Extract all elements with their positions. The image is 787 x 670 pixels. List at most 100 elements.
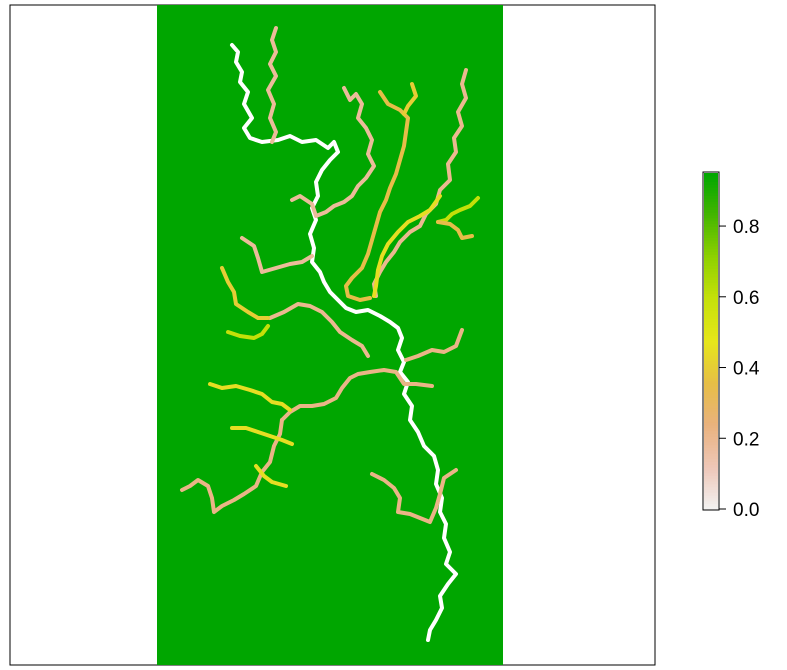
- legend-color-step: [704, 371, 718, 376]
- legend-color-step: [704, 355, 718, 359]
- legend-color-step: [704, 265, 718, 269]
- legend-color-step: [704, 425, 718, 429]
- legend-color-step: [704, 430, 718, 434]
- legend-color-step: [704, 363, 718, 367]
- legend-color-step: [704, 506, 718, 510]
- stream-tributary: [254, 464, 288, 488]
- legend-color-step: [704, 352, 718, 356]
- legend-frame: [702, 171, 720, 511]
- legend-color-step: [704, 195, 718, 199]
- legend-tick-label: 0.8: [733, 217, 759, 238]
- stream-tributary: [230, 426, 294, 446]
- legend-color-step: [704, 293, 718, 297]
- legend-color-step: [704, 321, 718, 325]
- legend-color-step: [704, 282, 718, 286]
- legend-color-step: [704, 399, 718, 404]
- legend-color-step: [704, 268, 718, 272]
- legend-color-step: [704, 212, 718, 216]
- legend-color-step: [704, 481, 718, 485]
- legend-color-step: [704, 416, 718, 420]
- legend-color-step: [704, 315, 718, 320]
- legend-color-step: [704, 450, 718, 454]
- stream-main-channel: [230, 43, 458, 642]
- legend-color-step: [704, 290, 718, 294]
- legend-color-step: [704, 433, 718, 437]
- legend-color-step: [704, 357, 718, 362]
- legend-color-step: [704, 413, 718, 418]
- legend-color-step: [704, 405, 718, 409]
- legend-color-step: [704, 178, 718, 182]
- legend-color-step: [704, 478, 718, 482]
- stream-tributary: [372, 194, 442, 298]
- legend-color-step: [704, 397, 718, 401]
- legend-color-step: [704, 394, 718, 398]
- stream-tributary: [436, 220, 474, 240]
- legend-color-step: [704, 287, 718, 292]
- legend-color-step: [704, 383, 718, 387]
- legend-color-step: [704, 273, 718, 278]
- legend-color-step: [704, 411, 718, 415]
- legend-color-step: [704, 464, 718, 468]
- legend-color-step: [704, 444, 718, 448]
- stream-network: [180, 26, 480, 642]
- legend-color-step: [704, 475, 718, 479]
- stream-tributary: [290, 86, 376, 218]
- legend-color-step: [704, 360, 718, 364]
- legend-color-step: [704, 489, 718, 493]
- legend-color-step: [704, 220, 718, 224]
- legend-color-step: [704, 299, 718, 303]
- legend-color-step: [704, 472, 718, 476]
- stream-tributary: [266, 26, 278, 144]
- legend-color-step: [704, 458, 718, 462]
- legend-color-step: [704, 296, 718, 300]
- legend-color-step: [704, 374, 718, 378]
- legend-color-step: [704, 301, 718, 306]
- legend-color-step: [704, 447, 718, 451]
- legend-color-step: [704, 324, 718, 328]
- legend-colorbar: [704, 173, 718, 510]
- legend-color-step: [704, 229, 718, 233]
- legend-color-step: [704, 377, 718, 381]
- legend-color-step: [704, 313, 718, 317]
- legend-color-step: [704, 262, 718, 266]
- legend-color-step: [704, 223, 718, 227]
- legend-color-step: [704, 441, 718, 446]
- legend-color-step: [704, 439, 718, 443]
- legend-color-step: [704, 276, 718, 280]
- legend-color-step: [704, 304, 718, 308]
- legend-color-step: [704, 243, 718, 247]
- legend-color-step: [704, 419, 718, 423]
- legend-color-step: [704, 503, 718, 507]
- legend-color-step: [704, 408, 718, 412]
- legend-color-step: [704, 486, 718, 490]
- legend-color-step: [704, 338, 718, 342]
- stream-tributary: [180, 418, 284, 514]
- legend-tick-label: 0.2: [733, 429, 759, 450]
- legend-color-step: [704, 327, 718, 331]
- legend-color-step: [704, 187, 718, 191]
- legend-color-step: [704, 469, 718, 474]
- legend-color-step: [704, 245, 718, 250]
- legend-color-step: [704, 380, 718, 384]
- legend-tick-label: 0.4: [733, 359, 760, 380]
- stream-tributary: [240, 236, 314, 274]
- stream-tributary: [208, 382, 292, 412]
- legend-color-step: [704, 500, 718, 504]
- legend-color-step: [704, 201, 718, 205]
- legend-color-step: [704, 335, 718, 339]
- legend-color-step: [704, 483, 718, 488]
- legend-color-step: [704, 341, 718, 345]
- legend-color-step: [704, 234, 718, 238]
- legend-color-step: [704, 318, 718, 322]
- stream-tributary: [404, 328, 464, 362]
- legend-color-step: [704, 184, 718, 188]
- legend-color-step: [704, 231, 718, 236]
- legend-color-step: [704, 259, 718, 264]
- legend-color-step: [704, 257, 718, 261]
- stream-tributary: [402, 82, 418, 116]
- legend-ticks: 0.8 0.6 0.4 0.2 0.0: [719, 217, 760, 521]
- legend-color-step: [704, 206, 718, 210]
- stream-tributary: [268, 302, 370, 358]
- legend-color-step: [704, 369, 718, 373]
